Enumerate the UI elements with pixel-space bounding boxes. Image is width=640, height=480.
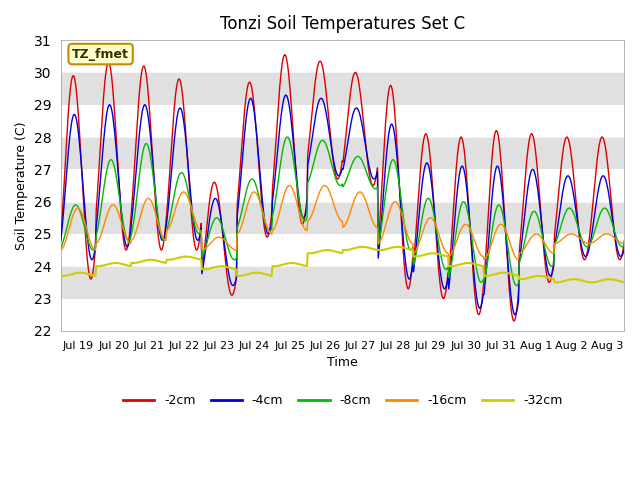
Y-axis label: Soil Temperature (C): Soil Temperature (C) xyxy=(15,121,28,250)
Bar xyxy=(61,72,624,105)
Bar xyxy=(61,137,624,169)
Title: Tonzi Soil Temperatures Set C: Tonzi Soil Temperatures Set C xyxy=(220,15,465,33)
Bar xyxy=(61,266,624,299)
Bar xyxy=(61,234,624,266)
Legend: -2cm, -4cm, -8cm, -16cm, -32cm: -2cm, -4cm, -8cm, -16cm, -32cm xyxy=(118,389,568,412)
Bar xyxy=(61,40,624,72)
Bar xyxy=(61,299,624,331)
X-axis label: Time: Time xyxy=(327,356,358,369)
Bar xyxy=(61,105,624,137)
Bar xyxy=(61,202,624,234)
Bar xyxy=(61,169,624,202)
Text: TZ_fmet: TZ_fmet xyxy=(72,48,129,60)
